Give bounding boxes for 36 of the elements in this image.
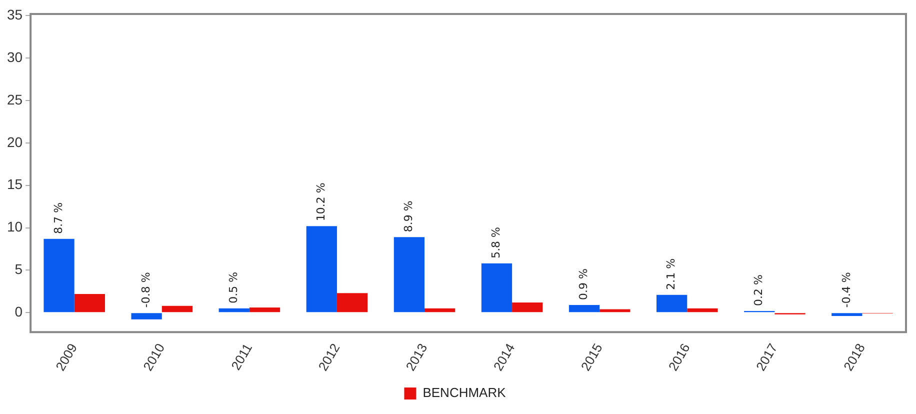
y-tick-label: 25 (6, 91, 23, 108)
bar (44, 238, 74, 312)
bar (249, 308, 280, 312)
bar (512, 302, 543, 312)
y-tick-label: 5 (14, 261, 23, 278)
y-tick-label: 0 (14, 304, 23, 320)
data-label: -0.4 % (840, 272, 853, 308)
bar (336, 293, 368, 312)
bar (306, 226, 337, 312)
bar (424, 308, 456, 312)
data-label: 8.7 % (52, 202, 65, 234)
bar (131, 313, 162, 320)
y-tick-label: 20 (6, 134, 23, 150)
data-label: 0.2 % (752, 274, 766, 306)
data-label: 5.8 % (490, 226, 503, 258)
bar (162, 306, 193, 312)
bar (832, 313, 862, 316)
bar (656, 294, 688, 312)
data-label: 8.9 % (402, 200, 416, 232)
bar (600, 309, 630, 312)
legend-label: BENCHMARK (422, 385, 506, 400)
bar (687, 308, 718, 312)
data-label: 0.9 % (577, 268, 590, 300)
bar (394, 237, 425, 312)
data-label: -0.8 % (139, 272, 152, 308)
y-tick-label: 15 (6, 176, 23, 192)
bar (481, 263, 512, 312)
y-tick-label: 10 (6, 218, 23, 235)
data-label: 10.2 % (314, 182, 328, 222)
data-label: 2.1 % (664, 258, 678, 290)
y-tick-label: 35 (6, 6, 23, 23)
y-tick-label: 30 (6, 48, 23, 65)
bar (218, 308, 250, 312)
data-label: 0.5 % (226, 272, 240, 304)
bar (74, 294, 105, 312)
bar (568, 305, 600, 312)
